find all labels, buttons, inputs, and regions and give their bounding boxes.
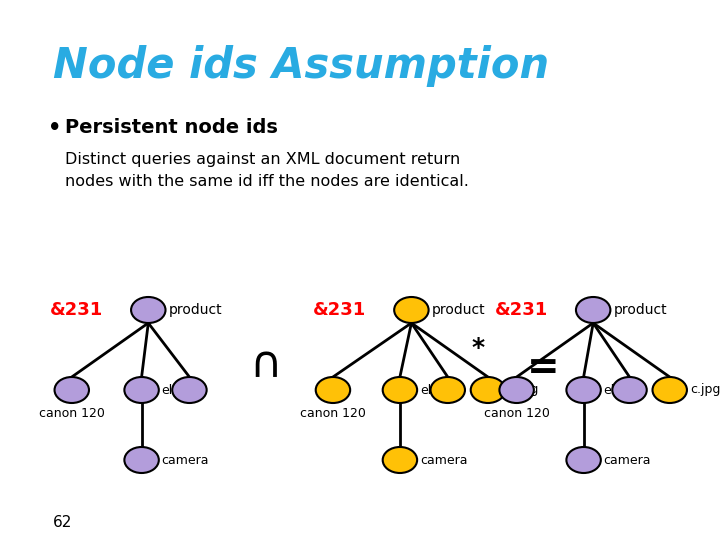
Text: product: product (431, 303, 485, 317)
Text: camera: camera (162, 454, 210, 467)
Text: ∩: ∩ (250, 343, 282, 387)
Ellipse shape (394, 297, 428, 323)
Text: product: product (168, 303, 222, 317)
Text: camera: camera (420, 454, 467, 467)
Ellipse shape (431, 377, 465, 403)
Ellipse shape (383, 377, 417, 403)
Ellipse shape (131, 297, 166, 323)
Text: c.jpg: c.jpg (690, 383, 720, 396)
Text: &231: &231 (313, 301, 366, 319)
Ellipse shape (172, 377, 207, 403)
Ellipse shape (125, 447, 159, 473)
Ellipse shape (316, 377, 350, 403)
Text: Node ids Assumption: Node ids Assumption (53, 45, 549, 87)
Ellipse shape (125, 377, 159, 403)
Text: c.jpg: c.jpg (508, 383, 539, 396)
Ellipse shape (652, 377, 687, 403)
Text: product: product (613, 303, 667, 317)
Text: 62: 62 (53, 515, 72, 530)
Text: canon 120: canon 120 (300, 407, 366, 420)
Text: Persistent node ids: Persistent node ids (65, 118, 278, 137)
Ellipse shape (383, 447, 417, 473)
Text: canon 120: canon 120 (484, 407, 549, 420)
Text: Distinct queries against an XML document return
nodes with the same id iff the n: Distinct queries against an XML document… (65, 152, 469, 189)
Text: &231: &231 (495, 301, 548, 319)
Ellipse shape (567, 447, 600, 473)
Text: &231: &231 (50, 301, 104, 319)
Text: •: • (48, 118, 61, 138)
Ellipse shape (55, 377, 89, 403)
Ellipse shape (612, 377, 647, 403)
Text: canon 120: canon 120 (39, 407, 104, 420)
Text: elec: elec (603, 383, 630, 396)
Ellipse shape (576, 297, 611, 323)
Ellipse shape (471, 377, 505, 403)
Text: camera: camera (603, 454, 651, 467)
Ellipse shape (500, 377, 534, 403)
Text: *: * (472, 336, 485, 360)
Text: elec: elec (162, 383, 188, 396)
Text: elec: elec (420, 383, 446, 396)
Ellipse shape (567, 377, 600, 403)
Text: =: = (527, 349, 559, 387)
